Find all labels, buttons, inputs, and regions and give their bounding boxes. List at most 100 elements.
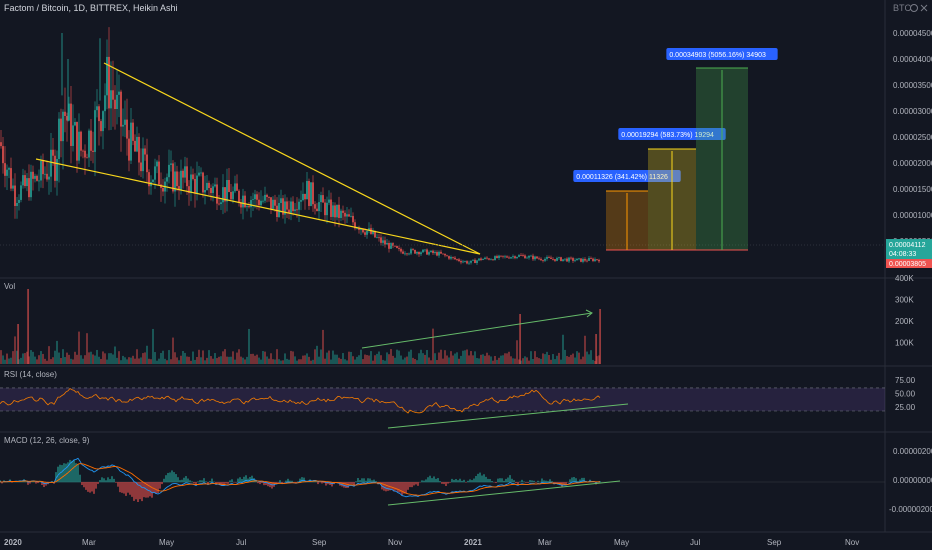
candle-body xyxy=(220,202,222,205)
candle-body xyxy=(68,103,70,121)
candle-body xyxy=(22,175,24,186)
macd-histogram-bar xyxy=(427,477,429,483)
volume-bar xyxy=(50,359,52,364)
candle-body xyxy=(246,206,248,208)
volume-bar xyxy=(90,351,92,364)
candle-body xyxy=(184,166,186,178)
volume-bar xyxy=(368,355,370,364)
candle-body xyxy=(248,206,250,208)
candle-body xyxy=(512,256,514,258)
candle-body xyxy=(70,103,72,146)
macd-histogram-bar xyxy=(463,479,465,483)
candle-body xyxy=(316,208,318,212)
rsi-line xyxy=(0,387,601,414)
volume-bar xyxy=(228,356,230,364)
candle-body xyxy=(432,250,434,254)
volume-bar xyxy=(198,349,200,364)
macd-histogram-bar xyxy=(249,476,251,483)
candle-body xyxy=(328,199,330,203)
candle-body xyxy=(594,259,596,262)
candle-body xyxy=(440,251,442,254)
macd-histogram-bar xyxy=(537,480,539,483)
candle-body xyxy=(598,259,600,262)
price-tick: 0.00001000 xyxy=(893,211,932,220)
volume-bar xyxy=(6,353,8,364)
macd-histogram-bar xyxy=(541,478,543,483)
candle-body xyxy=(414,249,416,254)
candle-body xyxy=(586,260,588,262)
candle-body xyxy=(182,170,184,178)
candle-body xyxy=(260,200,262,206)
candle-body xyxy=(548,257,550,258)
volume-bar xyxy=(568,356,570,364)
volume-bar xyxy=(388,354,390,364)
volume-bar xyxy=(286,358,288,364)
volume-bar xyxy=(194,359,196,364)
candle-body xyxy=(590,258,592,259)
macd-histogram-bar xyxy=(415,482,417,485)
red-price: 0.00003805 xyxy=(889,261,926,268)
volume-bar xyxy=(244,359,246,364)
volume-bar xyxy=(338,357,340,364)
macd-histogram-bar xyxy=(535,482,537,483)
volume-bar xyxy=(276,349,278,364)
macd-histogram-bar xyxy=(137,482,139,503)
macd-histogram-bar xyxy=(455,479,457,483)
volume-spike xyxy=(519,314,521,364)
macd-histogram-bar xyxy=(325,482,327,486)
macd-histogram-bar xyxy=(27,482,29,485)
time-tick: Sep xyxy=(312,538,327,547)
macd-histogram-bar xyxy=(467,480,469,483)
volume-bar xyxy=(66,352,68,364)
macd-histogram-bar xyxy=(41,482,43,486)
candle-body xyxy=(298,201,300,210)
macd-histogram-bar xyxy=(297,481,299,483)
time-tick: Nov xyxy=(845,538,859,547)
volume-bar xyxy=(98,356,100,364)
candle-body xyxy=(120,91,122,127)
candle-body xyxy=(142,148,144,172)
volume-bar xyxy=(372,360,374,364)
macd-histogram-bar xyxy=(113,478,115,483)
macd-histogram-bar xyxy=(153,482,155,494)
macd-histogram-bar xyxy=(123,482,125,494)
candle-body xyxy=(60,118,62,142)
volume-bar xyxy=(264,351,266,364)
candle-body xyxy=(350,215,352,217)
candle-body xyxy=(420,252,422,255)
macd-histogram-bar xyxy=(481,475,483,483)
macd-histogram-bar xyxy=(269,482,271,488)
rsi-tick: 50.00 xyxy=(895,390,916,399)
macd-histogram-bar xyxy=(259,482,261,485)
volume-bar xyxy=(484,355,486,364)
candle-body xyxy=(434,252,436,254)
candle-body xyxy=(302,193,304,201)
candle-body xyxy=(172,163,174,192)
macd-histogram-bar xyxy=(175,474,177,483)
close-icon[interactable] xyxy=(920,4,928,12)
volume-bar xyxy=(266,356,268,364)
volume-bar xyxy=(114,346,116,364)
settings-icon[interactable] xyxy=(910,4,918,12)
volume-bar xyxy=(56,340,58,364)
candle-body xyxy=(250,200,252,208)
macd-histogram-bar xyxy=(207,482,209,485)
macd-histogram-bar xyxy=(215,482,217,485)
volume-bar xyxy=(524,356,526,364)
price-tick: 0.00001500 xyxy=(893,185,932,194)
volume-bar xyxy=(212,358,214,364)
candle-body xyxy=(392,243,394,246)
candle-body xyxy=(126,119,128,139)
candle-body xyxy=(402,251,404,254)
volume-bar xyxy=(308,356,310,364)
macd-histogram-bar xyxy=(239,477,241,483)
volume-bar xyxy=(506,353,508,364)
macd-histogram-bar xyxy=(87,482,89,492)
volume-bar xyxy=(262,350,264,364)
volume-bar xyxy=(92,354,94,364)
candle-body xyxy=(546,257,548,259)
macd-histogram-bar xyxy=(101,477,103,483)
volume-bar xyxy=(236,352,238,364)
volume-bar xyxy=(38,355,40,364)
